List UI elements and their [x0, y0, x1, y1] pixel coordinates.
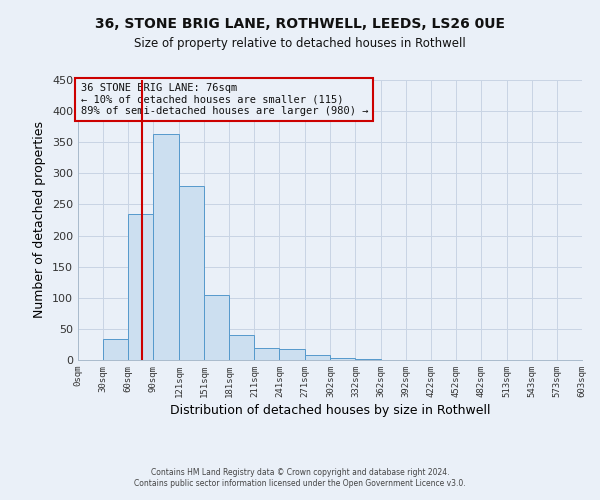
Bar — [153, 134, 179, 360]
X-axis label: Distribution of detached houses by size in Rothwell: Distribution of detached houses by size … — [170, 404, 490, 417]
Bar — [331, 358, 355, 360]
Y-axis label: Number of detached properties: Number of detached properties — [34, 122, 46, 318]
Text: 36 STONE BRIG LANE: 76sqm
← 10% of detached houses are smaller (115)
89% of semi: 36 STONE BRIG LANE: 76sqm ← 10% of detac… — [80, 83, 368, 116]
Bar — [103, 340, 128, 360]
Bar — [128, 214, 153, 360]
Bar — [280, 350, 305, 360]
Bar — [179, 186, 204, 360]
Text: Size of property relative to detached houses in Rothwell: Size of property relative to detached ho… — [134, 38, 466, 51]
Bar — [229, 335, 254, 360]
Bar — [305, 355, 331, 360]
Bar — [254, 348, 280, 360]
Text: Contains HM Land Registry data © Crown copyright and database right 2024.
Contai: Contains HM Land Registry data © Crown c… — [134, 468, 466, 487]
Bar — [204, 294, 229, 360]
Text: 36, STONE BRIG LANE, ROTHWELL, LEEDS, LS26 0UE: 36, STONE BRIG LANE, ROTHWELL, LEEDS, LS… — [95, 18, 505, 32]
